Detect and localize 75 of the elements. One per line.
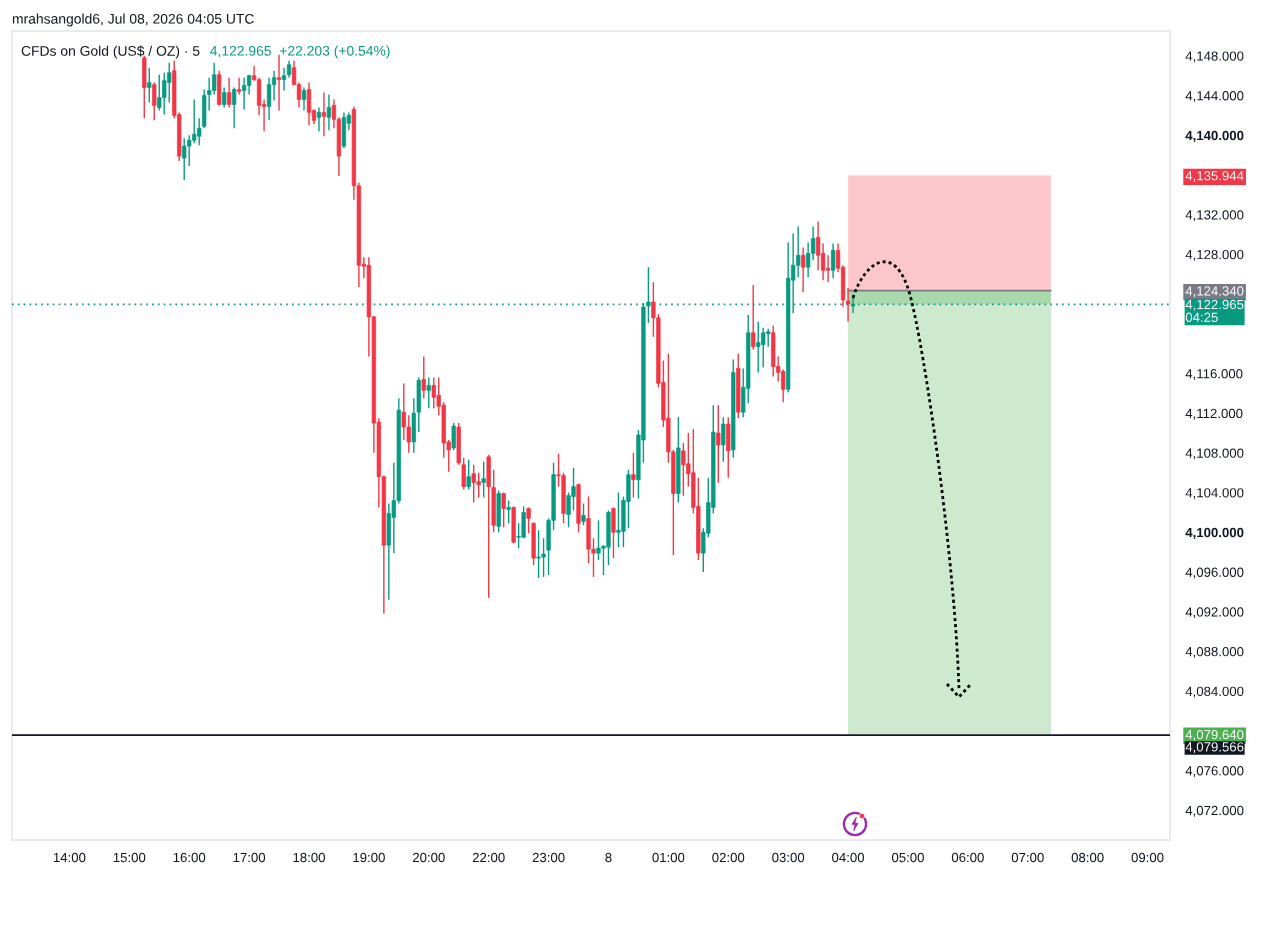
x-tick-label: 05:00 <box>891 852 924 863</box>
x-tick-label: 14:00 <box>53 852 86 863</box>
x-tick-label: 23:00 <box>532 852 565 863</box>
y-tick-label: 4,088.000 <box>1185 646 1244 658</box>
candlestick <box>321 91 327 137</box>
candlestick <box>236 76 242 96</box>
candlestick <box>850 295 856 314</box>
candlestick <box>721 416 726 463</box>
candlestick <box>825 254 831 283</box>
candlestick <box>466 459 471 491</box>
x-tick-label: 20:00 <box>412 852 445 863</box>
x-tick-label: 8 <box>605 852 612 863</box>
y-tick-label: 4,140.000 <box>1185 130 1244 143</box>
y-tick-label: 4,079.640 <box>1185 729 1244 741</box>
ref-line-label: 4,079.566 <box>1185 742 1244 754</box>
x-tick-label: 22:00 <box>472 852 505 863</box>
y-tick-label: 4,144.000 <box>1185 91 1244 102</box>
x-tick-label: 06:00 <box>951 852 984 863</box>
candlestick <box>611 506 616 559</box>
candlestick <box>281 67 287 92</box>
candlestick <box>421 355 426 399</box>
candlestick <box>461 457 466 491</box>
candlestick <box>152 81 157 122</box>
candlestick <box>301 86 307 112</box>
candlestick <box>426 376 431 409</box>
y-tick-label: 4,104.000 <box>1185 488 1244 500</box>
candlestick <box>631 452 636 499</box>
candlestick <box>506 499 511 525</box>
y-tick-label: 4,076.000 <box>1185 766 1244 777</box>
y-tick-label: 4,132.000 <box>1185 210 1244 222</box>
candlestick <box>481 461 486 499</box>
x-tick-label: 08:00 <box>1071 852 1104 863</box>
candlestick <box>716 404 721 484</box>
y-tick-label: 4,100.000 <box>1185 527 1244 540</box>
candlestick <box>147 67 152 104</box>
x-tick-label: 04:00 <box>832 852 865 863</box>
candlestick <box>226 76 232 109</box>
x-tick-label: 03:00 <box>772 852 805 863</box>
x-tick-label: 16:00 <box>173 852 206 863</box>
candlestick <box>326 93 332 131</box>
candlestick <box>526 506 531 534</box>
text: 4,122.965 +22.203 (+0.54%) <box>210 45 390 59</box>
candlestick <box>306 81 312 126</box>
candlestick <box>751 284 756 351</box>
x-tick-label: 02:00 <box>712 852 745 863</box>
y-tick-label: 4,092.000 <box>1185 607 1244 619</box>
candlestick <box>800 246 806 293</box>
candlestick <box>501 491 506 529</box>
candlestick <box>221 86 227 109</box>
y-tick-label: 4,135.944 <box>1185 171 1244 182</box>
y-tick-label: 4,108.000 <box>1185 448 1244 460</box>
x-tick-label: 07:00 <box>1011 852 1044 863</box>
y-tick-label: 4,096.000 <box>1185 567 1244 579</box>
x-tick-label: 19:00 <box>353 852 385 863</box>
candlestick <box>276 54 282 112</box>
y-tick-label: 4,072.000 <box>1185 805 1244 817</box>
candlestick <box>231 86 237 129</box>
y-tick-label: 4,112.000 <box>1185 408 1243 420</box>
text: CFDs on Gold (US$ / OZ) · 5 <box>21 45 200 59</box>
y-tick-label: 4,124.340 <box>1185 286 1244 298</box>
y-tick-label: 4,116.000 <box>1185 369 1243 380</box>
y-tick-label: 4,128.000 <box>1185 249 1244 261</box>
candlestick <box>316 106 322 132</box>
candlestick <box>830 242 836 279</box>
y-tick-label: 4,148.000 <box>1185 51 1244 63</box>
y-tick-label: 4,084.000 <box>1185 686 1244 698</box>
x-tick-label: 18:00 <box>293 852 325 863</box>
x-tick-label: 01:00 <box>652 852 685 863</box>
x-tick-label: 17:00 <box>233 852 266 863</box>
x-tick-label: 09:00 <box>1131 852 1164 863</box>
candlestick <box>581 502 586 527</box>
ref-line-label: 4,122.965 04:25 <box>1185 299 1244 322</box>
x-tick-label: 15:00 <box>113 852 146 863</box>
text: mrahsangold6, Jul 08, 2026 04:05 UTC <box>12 13 254 27</box>
candlestick <box>451 422 456 451</box>
